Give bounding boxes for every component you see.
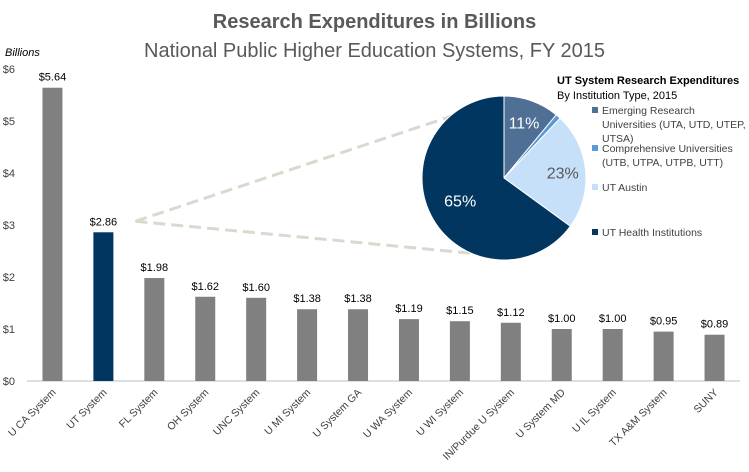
bar <box>653 331 674 381</box>
y-axis-ticks: $0 $1 $2 $3 $4 $5 $6 <box>3 64 15 388</box>
data-label: $5.64 <box>39 72 67 84</box>
bar <box>42 87 63 381</box>
bar <box>398 319 419 381</box>
category-label: UNC System <box>211 386 263 438</box>
category-label: SUNY <box>692 387 721 416</box>
bar <box>195 296 216 381</box>
inset-pie: 11% 23% 65% <box>421 95 587 261</box>
data-label: $1.60 <box>242 282 270 294</box>
legend-swatch <box>592 107 598 113</box>
legend-swatch <box>592 184 598 190</box>
connector-line <box>134 98 501 223</box>
pie-slice <box>503 117 587 227</box>
chart-title: Research Expenditures in Billions <box>213 11 536 33</box>
pie-legend: Emerging Research Universities (UTA, UTD,… <box>592 105 746 239</box>
y-tick-label: $2 <box>3 272 15 284</box>
bar <box>93 232 114 381</box>
legend-swatch <box>592 145 598 151</box>
bar <box>602 329 623 381</box>
category-label: OH System <box>165 386 212 433</box>
category-label: U WA System <box>361 386 415 440</box>
legend-label: UTSA) <box>602 133 634 145</box>
category-label: U MI System <box>262 386 313 437</box>
bar <box>449 321 470 381</box>
bar <box>551 329 572 381</box>
connector-line <box>135 219 501 258</box>
legend-label: UT Austin <box>602 182 647 194</box>
data-label: $1.38 <box>344 293 372 305</box>
data-label: $1.12 <box>497 307 525 319</box>
pie-title: UT System Research Expenditures <box>557 75 739 87</box>
category-label: FL System <box>117 386 161 430</box>
bar <box>246 297 267 381</box>
category-label: U System MD <box>514 386 569 441</box>
pie-slice <box>421 95 572 261</box>
data-label: $0.95 <box>650 316 678 328</box>
category-label: U IL System <box>570 386 619 435</box>
category-label: U System GA <box>311 387 364 440</box>
bar <box>500 322 521 381</box>
pie-percent-label: 23% <box>547 165 579 182</box>
data-label: $1.00 <box>548 313 576 325</box>
y-tick-label: $5 <box>3 116 15 128</box>
y-tick-label: $3 <box>3 220 15 232</box>
category-label: UT System <box>64 386 109 431</box>
data-label: $1.00 <box>599 313 627 325</box>
data-label: $1.98 <box>141 262 169 274</box>
chart-subtitle: National Public Higher Education Systems… <box>144 40 605 62</box>
category-label: U WI System <box>414 386 466 438</box>
pie-connector-lines <box>134 98 501 258</box>
y-tick-label: $0 <box>3 376 15 388</box>
legend-label: UT Health Institutions <box>602 227 702 239</box>
data-label: $1.38 <box>293 293 321 305</box>
pie-percent-label: 65% <box>444 193 476 210</box>
bar <box>348 309 369 381</box>
bar <box>144 278 165 381</box>
legend-label: Emerging Research <box>602 105 695 117</box>
bar <box>704 334 725 381</box>
data-label: $1.62 <box>191 281 219 293</box>
legend-label: Comprehensive Universities <box>602 143 733 155</box>
data-label: $0.89 <box>701 319 729 331</box>
data-label: $2.86 <box>90 216 118 228</box>
pie-subtitle: By Institution Type, 2015 <box>557 90 677 102</box>
bar <box>297 309 318 381</box>
data-label: $1.15 <box>446 305 474 317</box>
data-label: $1.19 <box>395 303 423 315</box>
category-label: U CA System <box>6 386 59 439</box>
y-axis-label: Billions <box>5 47 40 59</box>
legend-swatch <box>592 229 598 235</box>
pie-percent-label: 11% <box>509 115 540 132</box>
legend-label: Universities (UTA, UTD, UTEP, <box>602 119 746 131</box>
y-tick-label: $1 <box>3 324 15 336</box>
legend-label: (UTB, UTPA, UTPB, UTT) <box>602 157 723 169</box>
y-tick-label: $4 <box>3 168 15 180</box>
y-tick-label: $6 <box>3 64 15 76</box>
